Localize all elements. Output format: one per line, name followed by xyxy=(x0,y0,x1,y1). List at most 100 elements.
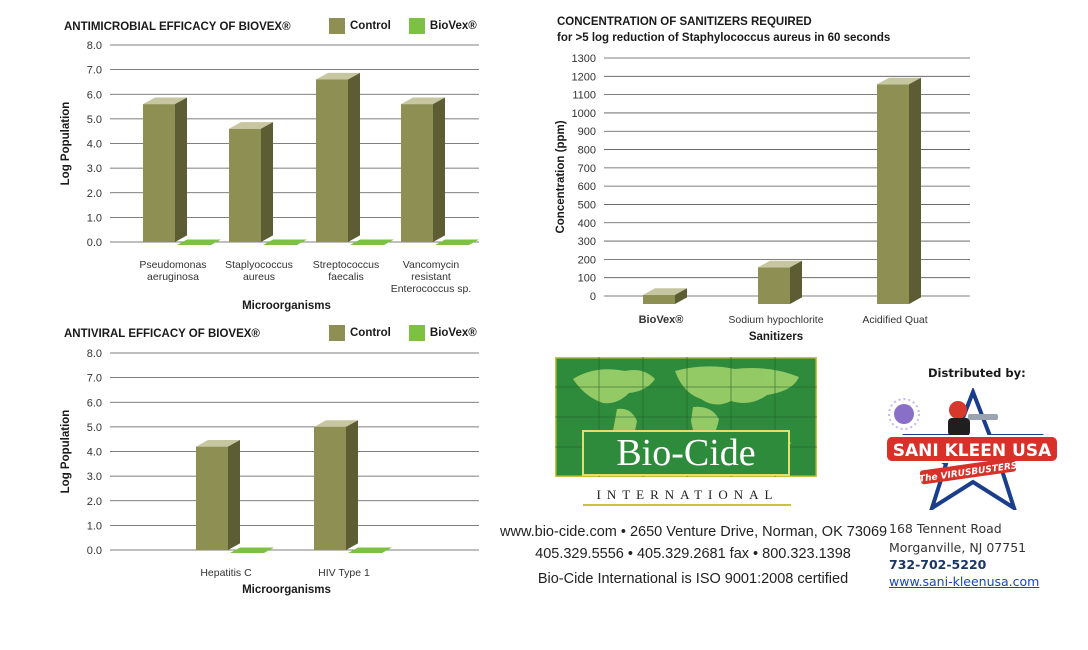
concentration-bar xyxy=(877,77,921,304)
y-axis-label: Log Population xyxy=(60,102,72,186)
x-axis-label: Microorganisms xyxy=(242,300,331,312)
concentration-bar xyxy=(758,260,802,304)
control-bar-side xyxy=(348,72,360,242)
contact-line-1: www.bio-cide.com • 2650 Venture Drive, N… xyxy=(500,524,888,540)
concentration-bar xyxy=(643,288,687,304)
antiviral-legend: Control BioVex® xyxy=(329,325,489,341)
control-bar-front xyxy=(229,128,261,242)
distributor-address-2: Morganville, NJ 07751 xyxy=(889,540,1027,555)
control-bar xyxy=(196,439,240,550)
x-tick-label: Acidified Quat xyxy=(862,314,927,326)
logo-underline xyxy=(583,504,791,506)
y-tick-label: 700 xyxy=(578,163,596,175)
y-tick-label: 500 xyxy=(578,199,596,211)
x-tick-label: resistant xyxy=(411,271,451,283)
bio-cide-logo: Bio-Cide xyxy=(555,357,817,477)
y-tick-label: 3.0 xyxy=(87,471,102,483)
control-bar-side xyxy=(346,420,358,550)
control-swatch xyxy=(329,325,345,341)
control-bar-top xyxy=(314,420,358,427)
y-tick-label: 100 xyxy=(578,273,596,285)
antiviral-chart-title: ANTIVIRAL EFFICACY OF BIOVEX® xyxy=(64,328,260,340)
y-tick-label: 0.0 xyxy=(87,237,102,249)
distributor-website-link[interactable]: www.sani-kleenusa.com xyxy=(889,574,1040,589)
control-bar-front xyxy=(314,426,346,550)
y-tick-label: 4.0 xyxy=(87,447,102,459)
control-bar xyxy=(314,420,358,550)
y-tick-label: 5.0 xyxy=(87,422,102,434)
y-axis-label: Log Population xyxy=(60,410,72,494)
antimicrobial-chart-title: ANTIMICROBIAL EFFICACY OF BIOVEX® xyxy=(64,21,291,33)
y-tick-label: 1300 xyxy=(572,53,596,65)
control-bar xyxy=(143,97,187,242)
y-tick-label: 400 xyxy=(578,218,596,230)
concentration-bar-front xyxy=(758,267,790,304)
contact-line-2: 405.329.5556 • 405.329.2681 fax • 800.32… xyxy=(535,546,851,562)
y-tick-label: 300 xyxy=(578,236,596,248)
y-tick-label: 800 xyxy=(578,145,596,157)
x-tick-label: Hepatitis C xyxy=(200,567,252,579)
biovex-bar xyxy=(348,547,392,553)
concentration-bar-top xyxy=(877,77,921,85)
biovex-bar xyxy=(263,239,307,245)
control-bar-front xyxy=(143,104,175,242)
distributor-address-1: 168 Tennent Road xyxy=(889,521,1002,536)
control-bar-side xyxy=(261,122,273,242)
x-tick-label: Staplyococcus xyxy=(225,259,293,271)
y-tick-label: 1200 xyxy=(572,71,596,83)
sani-kleen-wordmark: SANI KLEEN USA xyxy=(893,441,1052,461)
legend-control-label: Control xyxy=(350,20,391,32)
y-tick-label: 1100 xyxy=(572,90,596,102)
x-tick-label: HIV Type 1 xyxy=(318,567,370,579)
distributed-by-label: Distributed by: xyxy=(928,366,1026,380)
legend-control-label: Control xyxy=(350,327,391,339)
bio-cide-international-label: INTERNATIONAL xyxy=(596,487,779,502)
y-tick-label: 6.0 xyxy=(87,89,102,101)
control-bar-side xyxy=(175,97,187,242)
concentration-chart-subtitle: for >5 log reduction of Staphylococcus a… xyxy=(557,32,891,44)
y-tick-label: 2.0 xyxy=(87,496,102,508)
concentration-bar-side xyxy=(790,260,802,304)
y-tick-label: 7.0 xyxy=(87,65,102,77)
y-tick-label: 3.0 xyxy=(87,163,102,175)
y-tick-label: 0 xyxy=(590,291,596,303)
control-bar-front xyxy=(401,104,433,242)
y-tick-label: 8.0 xyxy=(87,40,102,52)
x-tick-label: faecalis xyxy=(328,271,364,283)
biovex-bar xyxy=(350,239,394,245)
x-tick-label: Vancomycin xyxy=(403,259,460,271)
y-tick-label: 2.0 xyxy=(87,188,102,200)
biovex-swatch xyxy=(408,18,425,34)
legend-biovex-label: BioVex® xyxy=(429,327,477,339)
control-bar-top xyxy=(316,72,360,80)
concentration-bar-top xyxy=(643,288,687,295)
concentration-bar-front xyxy=(877,84,909,304)
concentration-chart: 0 100 200 300 400 500 600 700 800 900 1000 1100 1200… xyxy=(555,53,970,343)
y-tick-label: 7.0 xyxy=(87,373,102,385)
x-tick-label: Enterococcus sp. xyxy=(391,283,472,295)
control-bar-front xyxy=(196,446,228,550)
x-tick-label: Streptococcus xyxy=(313,259,380,271)
contact-line-3: Bio-Cide International is ISO 9001:2008 … xyxy=(537,571,849,587)
concentration-chart-title: CONCENTRATION OF SANITIZERS REQUIRED xyxy=(557,16,812,28)
biovex-bar xyxy=(230,547,274,553)
control-swatch xyxy=(329,18,345,34)
control-bar xyxy=(316,72,360,242)
biovex-swatch xyxy=(408,325,425,341)
concentration-bar-top xyxy=(758,260,802,268)
x-tick-label: Sodium hypochlorite xyxy=(728,314,823,326)
control-bar-side xyxy=(433,97,445,242)
y-tick-label: 600 xyxy=(578,181,596,193)
control-bar-top xyxy=(229,122,273,129)
antimicrobial-chart: 0.0 1.0 2.0 3.0 4.0 5.0 6.0 7.0 8.0 Log Populatio… xyxy=(60,40,479,312)
y-tick-label: 1.0 xyxy=(87,520,102,532)
x-axis-label: Sanitizers xyxy=(749,331,803,343)
y-tick-label: 6.0 xyxy=(87,397,102,409)
sani-kleen-logo: SANI KLEEN USA The VIRUSBUSTERS xyxy=(885,388,1059,510)
concentration-bar-front xyxy=(643,294,675,304)
mascot-icon xyxy=(948,401,998,436)
x-axis-label: Microorganisms xyxy=(242,584,331,596)
y-tick-label: 1000 xyxy=(572,108,596,120)
control-bar xyxy=(229,122,273,242)
control-bar-side xyxy=(228,439,240,550)
